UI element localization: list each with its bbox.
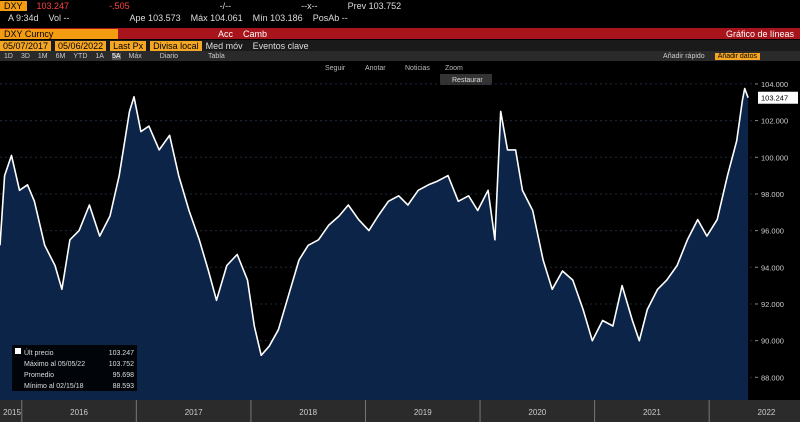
security-bar: DXY Curncy Acc Camb Gráfico de líneas <box>0 28 800 39</box>
x-tick-label: 2017 <box>185 408 203 417</box>
x-tick-label: 2018 <box>299 408 317 417</box>
last-price-tag <box>758 91 798 104</box>
events[interactable]: Eventos clave <box>252 40 309 51</box>
y-tick-label: 92.000 <box>761 300 784 309</box>
prev: Prev 103.752 <box>347 1 402 11</box>
settings-bar: 05/07/2017 05/06/2022 Last Px Divisa loc… <box>0 40 800 51</box>
range-button[interactable]: 6M <box>55 52 66 60</box>
chart-type[interactable]: Gráfico de líneas <box>725 28 794 39</box>
price: 103.247 <box>36 1 70 11</box>
range-button[interactable]: 3D <box>20 52 30 60</box>
y-tick-label: 100.000 <box>761 153 788 162</box>
range-button[interactable]: Máx <box>128 52 142 60</box>
tool[interactable]: Noticias <box>405 65 430 72</box>
x-tick-label: 2020 <box>528 408 546 417</box>
vol: Vol -- <box>48 13 70 23</box>
field: -/-- <box>219 1 232 11</box>
actions[interactable]: Acc <box>218 28 234 39</box>
table[interactable]: Tabla <box>208 52 225 60</box>
tool[interactable]: Seguir <box>325 65 346 72</box>
high: Máx 104.061 <box>190 13 243 23</box>
legend-bg <box>12 345 137 391</box>
legend-label: Últ precio <box>24 348 54 357</box>
add-data[interactable]: Añadir datos <box>714 52 760 60</box>
open: Ape 103.573 <box>129 13 181 23</box>
quote-row: DXY 103.247 -.505 -/-- --x-- Prev 103.75… <box>0 0 800 12</box>
start-date[interactable]: 05/07/2017 <box>0 40 52 51</box>
x-tick-label: 2019 <box>414 408 432 417</box>
restore-bg <box>440 74 492 85</box>
legend-value: 103.247 <box>109 350 134 357</box>
tool[interactable]: Zoom <box>445 65 463 72</box>
y-tick-label: 104.000 <box>761 80 788 89</box>
quote-row: A 9:34d Vol -- Ape 103.573 Máx 104.061 M… <box>0 12 800 24</box>
quick-add[interactable]: Añadir rápido <box>663 52 705 60</box>
legend-label: Promedio <box>24 372 54 379</box>
x-tick-label: 2015 <box>3 408 21 417</box>
tool[interactable]: Anotar <box>365 65 386 72</box>
legend-label: Máximo al 05/05/22 <box>24 361 85 368</box>
y-tick-label: 96.000 <box>761 227 784 236</box>
field: --x-- <box>301 1 318 11</box>
frequency[interactable]: Diario <box>159 52 179 60</box>
range-bar: 1D 3D 1M 6M YTD 1A 5A Máx Diario Tabla Añadir r… <box>0 51 800 61</box>
pos: PosAb -- <box>312 13 348 23</box>
x-axis-band <box>0 400 800 422</box>
y-axis-band <box>755 61 800 400</box>
range-button[interactable]: 5A <box>111 52 121 60</box>
chart-tools: Seguir Anotar Noticias Zoom <box>325 65 463 72</box>
moving-average[interactable]: Med móv <box>205 40 243 51</box>
x-tick-label: 2016 <box>70 408 88 417</box>
area <box>0 88 749 400</box>
last-price-label: 103.247 <box>761 94 788 103</box>
currency-select[interactable]: Divisa local <box>150 40 202 51</box>
legend-swatch <box>15 348 21 354</box>
legend: Últ precio 103.247 Máximo al 05/05/22 103.7… <box>12 345 137 391</box>
restore[interactable]: Restaurar <box>452 77 483 84</box>
price-line <box>0 87 749 357</box>
ticker[interactable]: DXY <box>0 1 27 11</box>
y-tick-label: 90.000 <box>761 337 784 346</box>
y-tick-label: 94.000 <box>761 263 784 272</box>
low: Mín 103.186 <box>252 13 303 23</box>
range-button[interactable]: 1M <box>37 52 48 60</box>
legend-label: Mínimo al 02/15/18 <box>24 383 84 390</box>
ranges: 1D 3D 1M 6M YTD 1A 5A Máx <box>4 52 150 60</box>
field-select[interactable]: Last Px <box>110 40 147 51</box>
range-button[interactable]: 1D <box>4 52 13 60</box>
change: -.505 <box>109 1 130 11</box>
time: A 9:34d <box>8 13 39 23</box>
range-button[interactable]: YTD <box>73 52 88 60</box>
legend-value: 88.593 <box>113 383 135 390</box>
range-button[interactable]: 1A <box>95 52 104 60</box>
end-date[interactable]: 05/06/2022 <box>55 40 107 51</box>
y-tick-label: 88.000 <box>761 373 784 382</box>
legend-value: 95.698 <box>113 372 135 379</box>
chart: Seguir Anotar Noticias Zoom Restaurar 88.000 9… <box>0 61 800 422</box>
y-tick-label: 102.000 <box>761 117 788 126</box>
change-menu[interactable]: Camb <box>243 28 268 39</box>
security[interactable]: DXY Curncy <box>0 28 118 39</box>
legend-value: 103.752 <box>109 361 134 368</box>
y-tick-label: 98.000 <box>761 190 784 199</box>
x-tick-label: 2022 <box>758 408 776 417</box>
x-tick-label: 2021 <box>643 408 661 417</box>
